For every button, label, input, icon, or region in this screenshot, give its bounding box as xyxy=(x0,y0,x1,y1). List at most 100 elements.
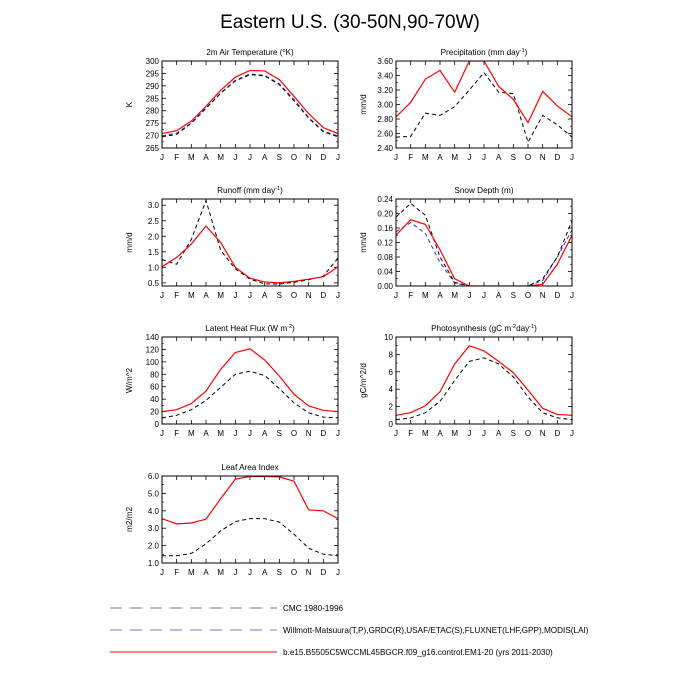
chart-title: Precipitation (mm day-1) xyxy=(441,48,528,57)
x-tick-label: A xyxy=(203,568,209,577)
x-tick-label: M xyxy=(217,568,224,577)
legend-label: Willmott-Matsuura(T,P),GRDC(R),USAF/ETAC… xyxy=(283,626,589,635)
x-tick-label: N xyxy=(306,568,312,577)
y-tick-label: 300 xyxy=(146,57,160,66)
y-tick-label: 0 xyxy=(389,420,394,429)
x-tick-label: F xyxy=(174,568,179,577)
chart-panel-4: Latent Heat Flux (W m-2) W/m^2 0 20 40 60 80 10… xyxy=(125,324,340,438)
chart-panel-0: 2m Air Temperature (oK) K 265 270 275 280 285 2… xyxy=(125,48,340,162)
x-tick-label: J xyxy=(482,291,486,300)
y-tick-label: 2.0 xyxy=(148,542,160,551)
y-tick-label: 3.40 xyxy=(377,72,393,81)
y-tick-label: 280 xyxy=(146,107,160,116)
y-axis-label: mm/d xyxy=(125,232,134,253)
x-tick-label: D xyxy=(554,153,560,162)
plot-frame xyxy=(161,198,339,287)
legend-label: b.e15.B5505C5WCCML45BGCR.f09_g16.control… xyxy=(283,648,553,657)
series-line-model xyxy=(162,225,338,284)
x-tick-label: A xyxy=(262,153,268,162)
y-tick-label: 0 xyxy=(155,420,160,429)
x-tick-label: J xyxy=(233,291,237,300)
x-tick-label: O xyxy=(291,153,297,162)
y-axis-label: gC/m^2/d xyxy=(359,363,368,398)
y-axis-label: K xyxy=(125,101,134,107)
series-line-model xyxy=(396,218,572,286)
y-axis-label: W/m^2 xyxy=(125,367,134,393)
x-tick-label: J xyxy=(248,429,252,438)
x-tick-label: F xyxy=(408,153,413,162)
x-tick-label: A xyxy=(262,429,268,438)
x-tick-label: M xyxy=(422,429,429,438)
y-tick-label: 4.0 xyxy=(148,507,160,516)
x-tick-label: J xyxy=(570,429,574,438)
y-tick-label: 3.0 xyxy=(148,524,160,533)
y-tick-label: 40 xyxy=(150,395,159,404)
x-tick-label: M xyxy=(422,153,429,162)
y-tick-label: 3.60 xyxy=(377,57,393,66)
x-tick-label: J xyxy=(233,429,237,438)
x-tick-label: F xyxy=(174,429,179,438)
plot-frame xyxy=(161,336,339,425)
x-tick-label: N xyxy=(540,291,546,300)
plot-frame xyxy=(395,60,573,149)
y-tick-label: 1.0 xyxy=(148,263,160,272)
x-tick-label: M xyxy=(217,291,224,300)
x-tick-label: J xyxy=(467,153,471,162)
y-tick-label: 60 xyxy=(150,383,159,392)
x-tick-label: M xyxy=(422,291,429,300)
x-tick-label: J xyxy=(394,429,398,438)
x-tick-label: F xyxy=(174,153,179,162)
series-line-cmc xyxy=(396,357,572,421)
x-tick-label: D xyxy=(554,291,560,300)
x-tick-label: J xyxy=(248,568,252,577)
y-tick-label: 2.40 xyxy=(377,144,393,153)
y-tick-label: 1.0 xyxy=(148,559,160,568)
legend: CMC 1980-1996 Willmott-Matsuura(T,P),GRDC… xyxy=(110,604,589,657)
y-tick-label: 2 xyxy=(389,403,394,412)
x-tick-label: M xyxy=(451,429,458,438)
x-tick-label: O xyxy=(291,568,297,577)
x-tick-label: N xyxy=(306,429,312,438)
y-tick-label: 0.04 xyxy=(377,268,393,277)
x-tick-label: A xyxy=(437,291,443,300)
x-tick-label: J xyxy=(160,153,164,162)
x-tick-label: D xyxy=(320,291,326,300)
series-line-model xyxy=(396,344,572,416)
x-tick-label: O xyxy=(291,429,297,438)
x-tick-label: M xyxy=(188,153,195,162)
x-tick-label: D xyxy=(554,429,560,438)
y-tick-label: 10 xyxy=(384,333,393,342)
x-tick-label: S xyxy=(277,429,282,438)
chart-title: Photosynthesis (gC m-2day-1) xyxy=(431,324,537,333)
x-tick-label: J xyxy=(336,153,340,162)
y-tick-label: 140 xyxy=(146,333,160,342)
x-tick-label: N xyxy=(306,153,312,162)
x-tick-label: A xyxy=(437,153,443,162)
y-tick-label: 20 xyxy=(150,408,159,417)
x-tick-label: A xyxy=(262,291,268,300)
series-line-cmc xyxy=(162,74,338,138)
y-tick-label: 3.0 xyxy=(148,201,160,210)
y-axis-label: mm/d xyxy=(359,94,368,115)
x-tick-label: A xyxy=(437,429,443,438)
chart-panel-3: Snow Depth (m) mm/d 0.00 0.04 0.08 0.12 0.16 0.… xyxy=(359,186,574,300)
y-tick-label: 0.5 xyxy=(148,279,160,288)
x-tick-label: M xyxy=(188,568,195,577)
y-tick-label: 265 xyxy=(146,144,160,153)
x-tick-label: J xyxy=(160,568,164,577)
x-tick-label: F xyxy=(174,291,179,300)
y-tick-label: 270 xyxy=(146,132,160,141)
y-axis-label: m2/m2 xyxy=(125,507,134,532)
x-tick-label: J xyxy=(394,153,398,162)
x-tick-label: A xyxy=(496,429,502,438)
x-tick-label: J xyxy=(248,153,252,162)
x-tick-label: S xyxy=(277,153,282,162)
y-tick-label: 2.0 xyxy=(148,232,160,241)
x-tick-label: O xyxy=(525,429,531,438)
series-line-cmc xyxy=(162,370,338,419)
x-tick-label: M xyxy=(451,291,458,300)
series-line-cmc xyxy=(162,518,338,557)
chart-title: Leaf Area Index xyxy=(221,463,278,472)
chart-panel-2: Runoff (mm day-1) mm/d 0.5 1.0 1.5 2.0 2.5 3.0 J… xyxy=(125,186,340,300)
x-tick-label: D xyxy=(320,153,326,162)
